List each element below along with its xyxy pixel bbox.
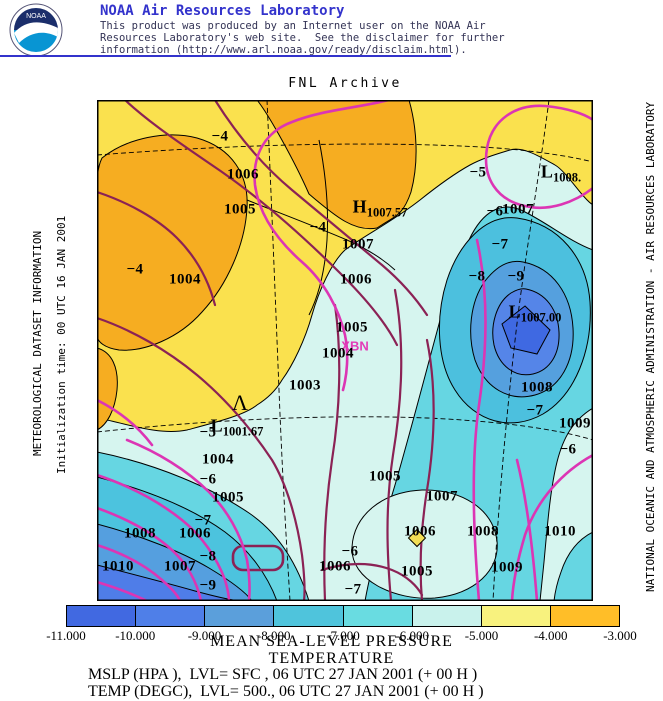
colorbar-cell <box>550 606 619 626</box>
colorbar-tick-label: -11.000 <box>46 628 86 643</box>
logo-text: NOAA <box>26 13 46 20</box>
colorbar-tick-label: -3.000 <box>603 628 637 643</box>
right-caption-noaa: NATIONAL OCEANIC AND ATMOSPHERIC ADMINIS… <box>644 101 657 592</box>
noaa-logo: NOAA <box>9 3 63 57</box>
colorbar-cell <box>274 606 344 626</box>
colorbar-cell <box>205 606 275 626</box>
colorbar-tick-label: -5.000 <box>464 628 499 643</box>
colorbar-cell <box>412 606 482 626</box>
footer-spec-temp: TEMP (DEGC), LVL= 500., 06 UTC 27 JAN 20… <box>88 683 484 700</box>
colorbar-tick-label: -10.000 <box>115 628 156 643</box>
footer-field-1: MEAN SEA-LEVEL PRESSURE <box>210 633 453 650</box>
colorbar-cell <box>136 606 206 626</box>
colorbar-cell <box>343 606 413 626</box>
header-divider <box>0 55 451 57</box>
footer-spec-mslp: MSLP (HPA ), LVL= SFC , 06 UTC 27 JAN 20… <box>88 666 478 683</box>
weather-map <box>97 100 593 601</box>
colorbar-tick-label: -4.000 <box>533 628 568 643</box>
disclaimer-text: This product was produced by an Internet… <box>100 20 505 56</box>
map-title: FNL Archive <box>288 76 402 91</box>
left-caption-init-time: Initialization time: 00 UTC 16 JAN 2001 <box>55 215 68 474</box>
footer-field-2: TEMPERATURE <box>268 650 395 667</box>
colorbar-cell <box>67 606 137 626</box>
colorbar-tick-label: -7.000 <box>326 628 360 643</box>
colorbar-tick-label: -8.000 <box>256 628 291 643</box>
colorbar-tick-label: -9.000 <box>187 628 222 643</box>
colorbar <box>66 605 620 627</box>
left-caption-dataset: METEOROLOGICAL DATASET INFORMATION <box>31 230 44 456</box>
colorbar-tick-label: -6.000 <box>395 628 430 643</box>
colorbar-cell <box>481 606 551 626</box>
site-title-link[interactable]: NOAA Air Resources Laboratory <box>100 3 345 19</box>
